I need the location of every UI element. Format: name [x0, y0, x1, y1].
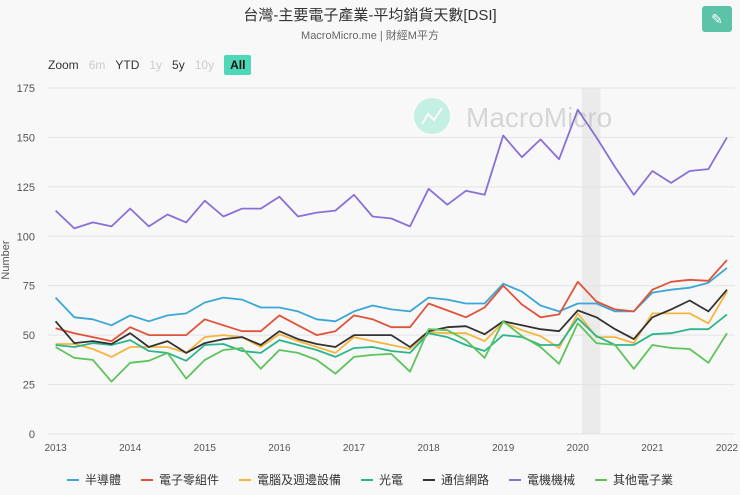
zoom-all-button[interactable]: All	[224, 55, 252, 75]
legend-swatch	[238, 478, 251, 481]
legend-swatch	[595, 478, 608, 481]
legend-label: 電腦及週邊設備	[256, 473, 341, 487]
legend-item[interactable]: 電腦及週邊設備	[238, 471, 341, 488]
legend-item[interactable]: 其他電子業	[595, 471, 673, 488]
x-tick-label: 2018	[417, 443, 440, 454]
recession-band	[581, 88, 601, 434]
y-tick-label: 100	[17, 231, 35, 243]
legend-swatch	[423, 478, 435, 481]
chart-subtitle: MacroMicro.me | 財經M平方	[301, 30, 439, 42]
legend-item[interactable]: 半導體	[66, 471, 121, 488]
zoom-5y-button[interactable]: 5y	[172, 58, 185, 72]
series-line-5[interactable]	[54, 108, 728, 230]
y-tick-label: 125	[17, 182, 35, 194]
pencil-icon: ✎	[711, 11, 723, 27]
series-line-0[interactable]	[54, 267, 728, 327]
legend: 半導體 電子零組件 電腦及週邊設備 光電 通信網路 電機機械 其他電子業	[0, 471, 740, 488]
y-tick-label: 25	[23, 380, 35, 392]
x-tick-label: 2017	[343, 443, 366, 454]
x-tick-label: 2021	[641, 443, 664, 454]
y-tick-label: 175	[17, 83, 35, 95]
series-line-1[interactable]	[55, 259, 728, 343]
y-tick-label: 75	[23, 281, 35, 293]
legend-item[interactable]: 電機機械	[509, 471, 575, 488]
legend-label: 通信網路	[441, 473, 490, 487]
x-tick-label: 2019	[492, 443, 515, 454]
watermark-text: MacroMicro	[466, 102, 612, 133]
series-line-2[interactable]	[55, 291, 728, 358]
y-tick-label: 50	[23, 330, 35, 342]
x-tick-label: 2016	[268, 443, 291, 454]
legend-item[interactable]: 通信網路	[423, 471, 489, 488]
zoom-6m-button[interactable]: 6m	[88, 58, 106, 72]
macromicro-logo-icon	[414, 98, 450, 134]
edit-button[interactable]: ✎	[702, 6, 732, 32]
x-tick-label: 2020	[567, 443, 590, 454]
x-tick-label: 2015	[194, 443, 217, 454]
zoom-ytd-button[interactable]: YTD	[115, 58, 140, 72]
legend-label: 其他電子業	[613, 473, 674, 487]
series-line-4[interactable]	[54, 289, 728, 354]
zoom-10y-button[interactable]: 10y	[194, 58, 215, 72]
zoom-label: Zoom	[48, 58, 79, 72]
x-tick-label: 2013	[44, 443, 67, 454]
y-axis-title: Number	[0, 240, 12, 279]
y-tick-label: 0	[29, 429, 35, 441]
legend-item[interactable]: 電子零組件	[140, 471, 219, 488]
legend-swatch	[509, 478, 522, 481]
x-tick-label: 2022	[716, 443, 739, 454]
chart-title: 台灣-主要電子產業-平均銷貨天數[DSI]	[243, 7, 497, 24]
zoom-1y-button[interactable]: 1y	[149, 58, 163, 72]
zoom-selector: Zoom 6m YTD 1y 5y 10y All	[48, 55, 261, 75]
legend-swatch	[140, 478, 153, 481]
legend-label: 光電	[378, 473, 403, 487]
legend-label: 電子零組件	[158, 473, 219, 487]
watermark: MacroMicro	[414, 98, 612, 134]
legend-item[interactable]: 光電	[360, 471, 403, 488]
legend-label: 電機機械	[527, 473, 576, 487]
legend-label: 半導體	[84, 473, 121, 487]
x-tick-label: 2014	[119, 443, 142, 454]
legend-swatch	[66, 478, 79, 481]
series-line-6[interactable]	[55, 320, 728, 383]
legend-swatch	[360, 478, 373, 481]
y-tick-label: 150	[17, 132, 35, 144]
